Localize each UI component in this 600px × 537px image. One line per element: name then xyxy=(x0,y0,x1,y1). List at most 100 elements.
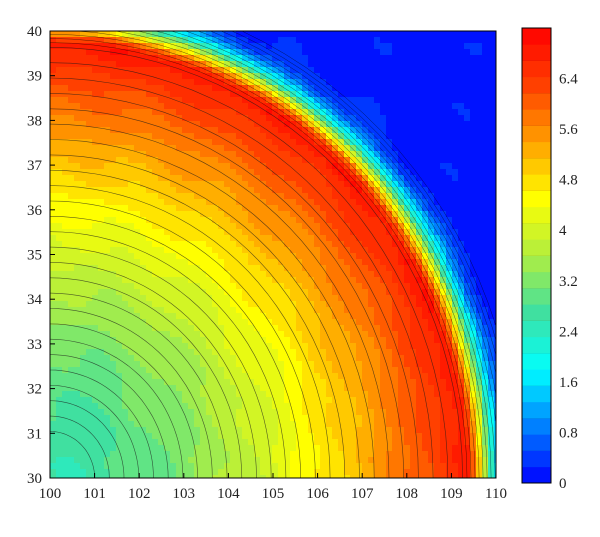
heat-cell xyxy=(440,337,447,344)
heat-cell xyxy=(122,55,129,62)
heat-cell xyxy=(494,403,496,410)
heat-cell xyxy=(368,181,375,188)
heat-cell xyxy=(116,133,123,140)
heat-cell xyxy=(488,295,495,302)
heat-cell xyxy=(404,193,411,200)
heat-cell xyxy=(482,151,489,158)
heat-cell xyxy=(272,325,279,332)
heat-cell xyxy=(80,241,87,248)
heat-cell xyxy=(356,235,363,242)
heat-cell xyxy=(242,319,249,326)
heat-cell xyxy=(176,373,183,380)
heat-cell xyxy=(182,121,189,128)
heat-cell xyxy=(470,307,477,314)
heat-cell xyxy=(104,199,111,206)
heat-cell xyxy=(332,103,339,110)
heat-cell xyxy=(284,97,291,104)
heat-cell xyxy=(278,151,285,158)
heat-cell xyxy=(80,43,87,50)
heat-cell xyxy=(410,337,417,344)
heat-cell xyxy=(296,145,303,152)
heat-cell xyxy=(296,373,303,380)
heat-cell xyxy=(380,169,387,176)
heat-cell xyxy=(458,145,465,152)
heat-cell xyxy=(308,289,315,296)
heat-cell xyxy=(386,115,393,122)
heat-cell xyxy=(116,337,123,344)
heat-cell xyxy=(230,109,237,116)
heat-cell xyxy=(218,295,225,302)
heat-cell xyxy=(68,115,75,122)
heat-cell xyxy=(380,259,387,266)
heat-cell xyxy=(314,331,321,338)
heat-cell xyxy=(206,229,213,236)
heat-cell xyxy=(350,103,357,110)
heat-cell xyxy=(416,187,423,194)
heat-cell xyxy=(248,139,255,146)
heat-cell xyxy=(188,295,195,302)
heat-cell xyxy=(290,49,297,56)
heat-cell xyxy=(254,85,261,92)
heat-cell xyxy=(464,325,471,332)
heat-cell xyxy=(260,115,267,122)
heat-cell xyxy=(374,409,381,416)
heat-cell xyxy=(230,373,237,380)
heat-cell xyxy=(314,253,321,260)
heat-cell xyxy=(254,145,261,152)
heat-cell xyxy=(362,37,369,44)
heat-cell xyxy=(236,283,243,290)
heat-cell xyxy=(242,217,249,224)
heat-cell xyxy=(440,325,447,332)
heat-cell xyxy=(98,343,105,350)
heat-cell xyxy=(296,415,303,422)
heat-cell xyxy=(170,223,177,230)
heat-cell xyxy=(182,133,189,140)
heat-cell xyxy=(230,121,237,128)
heat-cell xyxy=(386,31,393,38)
heat-cell xyxy=(140,283,147,290)
heat-cell xyxy=(104,259,111,266)
heat-cell xyxy=(122,391,129,398)
heat-cell xyxy=(62,139,69,146)
heat-cell xyxy=(416,127,423,134)
heat-cell xyxy=(338,67,345,74)
heat-cell xyxy=(374,385,381,392)
heat-cell xyxy=(230,259,237,266)
heat-cell xyxy=(296,355,303,362)
heat-cell xyxy=(104,301,111,308)
heat-cell xyxy=(116,217,123,224)
heat-cell xyxy=(494,37,496,44)
heat-cell xyxy=(86,73,93,80)
heat-cell xyxy=(296,265,303,272)
heat-cell xyxy=(164,55,171,62)
heat-cell xyxy=(176,271,183,278)
heat-cell xyxy=(482,307,489,314)
heat-cell xyxy=(326,175,333,182)
heat-cell xyxy=(446,415,453,422)
heat-cell xyxy=(440,133,447,140)
heat-cell xyxy=(182,343,189,350)
heat-cell xyxy=(92,385,99,392)
heat-cell xyxy=(68,277,75,284)
heat-cell xyxy=(110,265,117,272)
heat-cell xyxy=(86,343,93,350)
heat-cell xyxy=(428,163,435,170)
heat-cell xyxy=(332,409,339,416)
heat-cell xyxy=(380,289,387,296)
heat-cell xyxy=(380,91,387,98)
heat-cell xyxy=(80,391,87,398)
heat-cell xyxy=(320,73,327,80)
heat-cell xyxy=(56,133,63,140)
heat-cell xyxy=(194,205,201,212)
heat-cell xyxy=(122,187,129,194)
heat-cell xyxy=(290,277,297,284)
heat-cell xyxy=(422,235,429,242)
heat-cell xyxy=(482,301,489,308)
heat-cell xyxy=(200,85,207,92)
heat-cell xyxy=(74,115,81,122)
heat-cell xyxy=(350,211,357,218)
heat-cell xyxy=(224,43,231,50)
heat-cell xyxy=(458,295,465,302)
heat-cell xyxy=(158,391,165,398)
heat-cell xyxy=(236,49,243,56)
